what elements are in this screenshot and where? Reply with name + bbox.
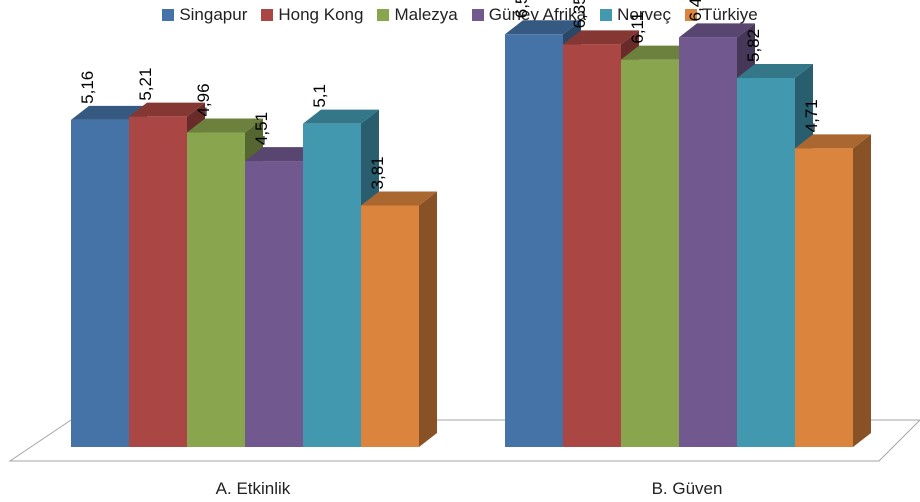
bar-b-guven-norvec: [737, 78, 795, 448]
bar-b-guven-malezya-top: [621, 45, 697, 60]
legend-swatch: [162, 9, 175, 21]
bar-a-etkinlik-guney-afrika-top: [245, 147, 321, 162]
bar-a-etkinlik-turkiye-top: [361, 191, 437, 206]
data-label: 6,51: [512, 0, 531, 18]
bar-a-etkinlik-singapur: [71, 119, 129, 447]
bar-b-guven-hong-kong-top: [563, 30, 639, 45]
legend-label: Türkiye: [701, 5, 758, 24]
bar-a-etkinlik-hong-kong: [129, 116, 187, 447]
bar-b-guven-turkiye-side: [853, 134, 871, 448]
legend-swatch: [377, 9, 390, 21]
bar-a-etkinlik-malezya: [187, 132, 245, 447]
bar-a-etkinlik-hong-kong-top: [129, 102, 205, 117]
bar-a-etkinlik-guney-afrika: [245, 161, 303, 448]
bar-b-guven-singapur-top: [505, 20, 581, 35]
legend-swatch: [261, 9, 274, 21]
legend-item-singapur: Singapur: [162, 5, 247, 25]
data-label: 3,81: [368, 156, 387, 189]
bar-b-guven-malezya: [621, 59, 679, 447]
legend-item-turkiye: Türkiye: [684, 5, 758, 25]
legend-label: Güney Afrika: [488, 5, 587, 24]
bar-a-etkinlik-norvec: [303, 123, 361, 447]
bar-a-etkinlik-turkiye: [361, 205, 419, 447]
data-label: 4,71: [802, 99, 821, 132]
data-label: 6,46: [686, 0, 705, 21]
legend-item-norvec: Norveç: [600, 5, 671, 25]
bar-b-guven-singapur: [505, 34, 563, 448]
bar-a-etkinlik-malezya-top: [187, 118, 263, 133]
bar-a-etkinlik-singapur-top: [71, 105, 147, 120]
data-label: 5,16: [78, 71, 97, 104]
data-label: 5,21: [136, 68, 155, 101]
bar-b-guven-guney-afrika-top: [679, 23, 755, 38]
bar-b-guven-turkiye-top: [795, 134, 871, 149]
bar-b-guven-hong-kong: [563, 44, 621, 447]
legend-label: Norveç: [617, 5, 671, 24]
legend-swatch: [471, 9, 484, 21]
data-label: 6,11: [628, 12, 647, 44]
legend-item-hong-kong: Hong Kong: [261, 5, 363, 25]
data-label: 4,51: [252, 112, 271, 145]
bar-b-guven-norvec-top: [737, 64, 813, 79]
data-label: 4,96: [194, 83, 213, 116]
category-label: A. Etkinlik: [216, 479, 291, 498]
legend-label: Malezya: [394, 5, 458, 24]
legend: Singapur Hong Kong Malezya Güney Afrika Norv…: [0, 5, 920, 25]
data-label: 6,35: [570, 0, 589, 28]
legend-swatch: [684, 9, 697, 21]
bar-a-etkinlik-turkiye-side: [419, 191, 437, 447]
legend-item-guney-afrika: Güney Afrika: [471, 5, 587, 25]
legend-label: Hong Kong: [278, 5, 364, 24]
data-label: 5,1: [310, 84, 329, 108]
bar-b-guven-guney-afrika: [679, 37, 737, 447]
data-label: 5,82: [744, 29, 763, 62]
legend-label: Singapur: [179, 5, 248, 24]
legend-swatch: [600, 9, 613, 21]
bar-a-etkinlik-norvec-top: [303, 109, 379, 124]
category-label: B. Güven: [652, 479, 723, 498]
bar-b-guven-turkiye: [795, 148, 853, 448]
legend-item-malezya: Malezya: [377, 5, 458, 25]
